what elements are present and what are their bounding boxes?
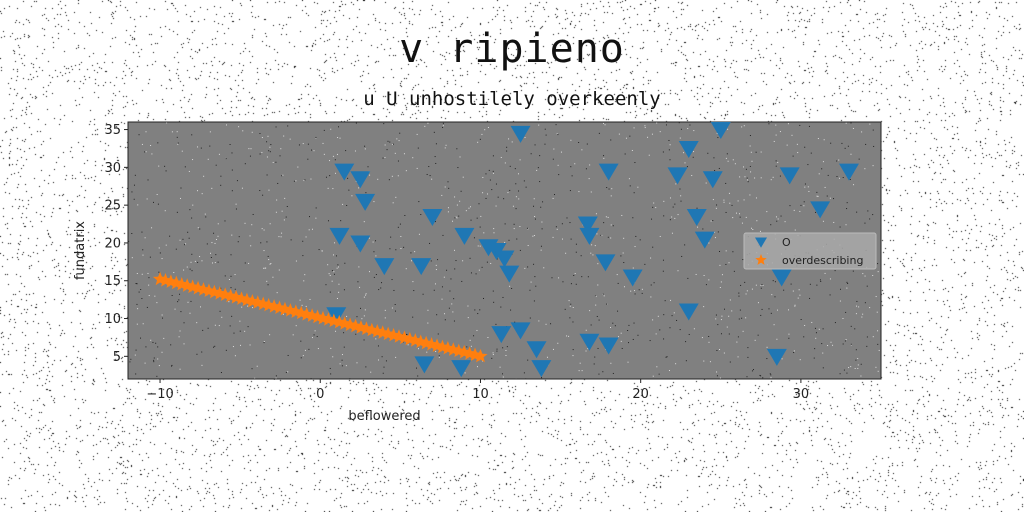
data-point-triangle <box>334 163 355 181</box>
x-tick-label: 10 <box>472 387 489 402</box>
y-tick-label: 30 <box>104 161 121 176</box>
data-point-triangle <box>577 216 598 234</box>
x-tick-label: 20 <box>632 387 649 402</box>
data-point-triangle <box>491 326 512 344</box>
plot-noise <box>128 122 882 380</box>
data-point-triangle <box>451 360 472 378</box>
data-point-triangle <box>350 235 371 253</box>
data-point-triangle <box>454 227 475 245</box>
data-point-triangle <box>422 208 443 226</box>
y-tick-label: 20 <box>104 236 121 251</box>
x-tick-label: 0 <box>316 387 324 402</box>
data-point-triangle <box>510 125 531 143</box>
data-point-triangle <box>579 227 600 245</box>
data-point-triangle <box>494 250 515 268</box>
y-tick-label: 10 <box>104 312 121 327</box>
data-point-triangle <box>678 140 699 158</box>
data-point-triangle <box>771 269 792 287</box>
data-point-triangle <box>579 333 600 351</box>
legend-marker-triangle <box>755 237 767 248</box>
data-point-triangle <box>355 193 376 211</box>
data-point-triangle <box>595 254 616 272</box>
data-point-triangle <box>326 307 347 325</box>
x-tick-label: 30 <box>793 387 810 402</box>
data-point-triangle <box>350 171 371 189</box>
data-point-triangle <box>702 171 723 189</box>
data-point-triangle <box>678 303 699 321</box>
data-point-triangle <box>766 348 787 366</box>
data-point-triangle <box>694 231 715 249</box>
data-point-triangle <box>531 360 552 378</box>
x-axis-label: beflowered <box>348 409 420 424</box>
data-point-triangle <box>838 163 859 181</box>
y-tick-label: 5 <box>113 350 121 365</box>
data-point-triangle <box>526 341 547 359</box>
data-point-star <box>473 348 488 363</box>
data-point-triangle <box>779 167 800 185</box>
plot-frame <box>127 121 882 380</box>
y-tick-label: 25 <box>104 199 121 214</box>
chart-title: v ripieno <box>399 26 625 72</box>
data-point-triangle <box>686 208 707 226</box>
data-point-triangle <box>598 163 619 181</box>
legend-label: O <box>782 236 791 249</box>
data-point-triangle <box>667 167 688 185</box>
data-point-triangle <box>411 258 432 276</box>
data-point-triangle <box>710 122 731 140</box>
chart-subtitle: u U unhostilely overkeenly <box>363 88 661 110</box>
data-point-triangle <box>622 269 643 287</box>
y-axis-label: fundatrix <box>73 221 88 280</box>
x-tick-label: −10 <box>146 387 173 402</box>
legend-label: overdescribing <box>782 254 863 267</box>
data-point-triangle <box>414 356 435 374</box>
legend-box <box>743 232 877 270</box>
data-point-triangle <box>374 258 395 276</box>
data-point-triangle <box>598 337 619 355</box>
data-point-triangle <box>510 322 531 340</box>
data-point-triangle <box>499 265 520 283</box>
y-tick-label: 35 <box>104 123 121 138</box>
legend-marker-star <box>755 254 767 265</box>
data-point-triangle <box>810 201 831 219</box>
data-point-triangle <box>329 227 350 245</box>
y-tick-label: 15 <box>104 274 121 289</box>
